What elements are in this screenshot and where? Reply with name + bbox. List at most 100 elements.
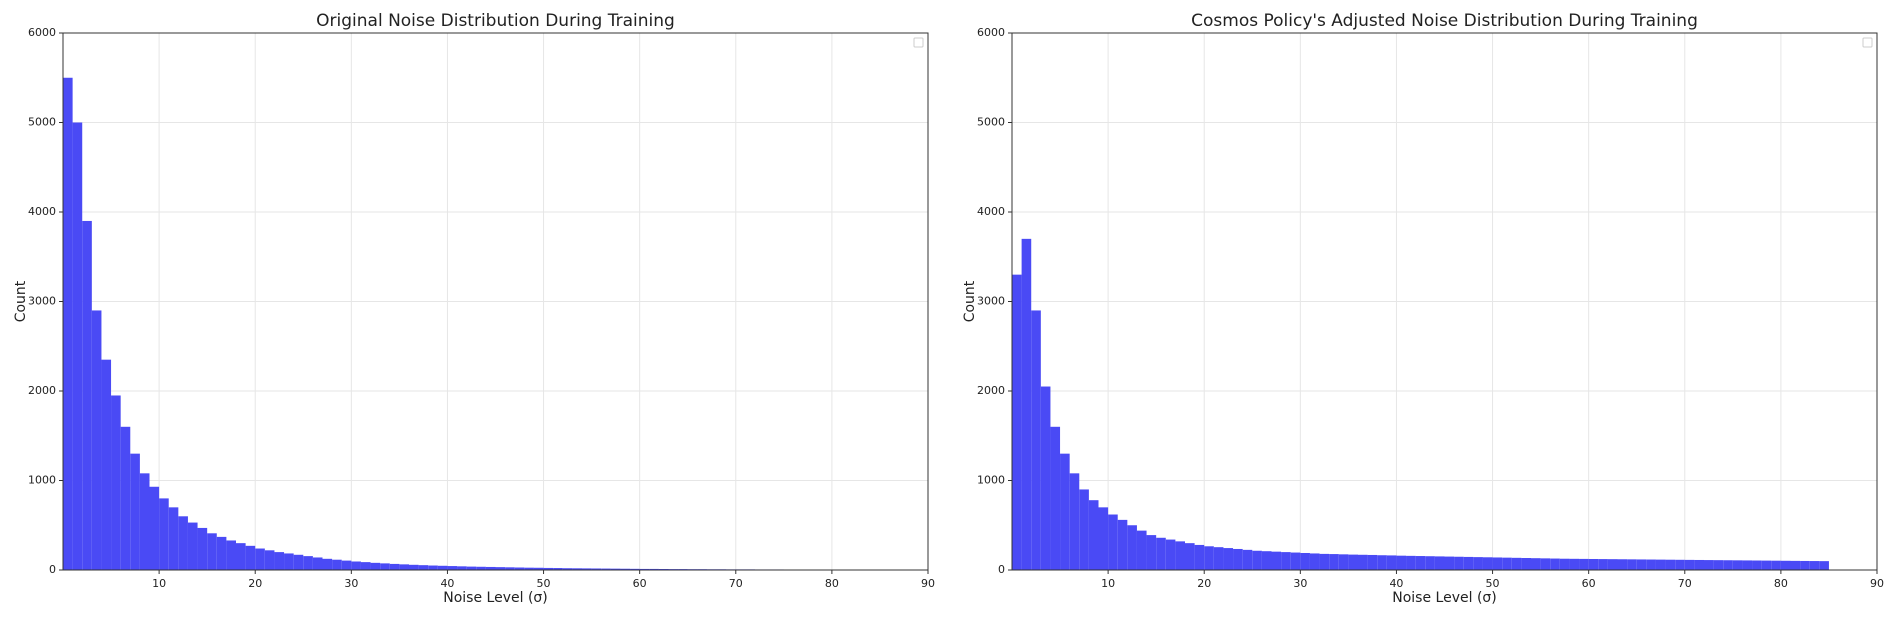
- x-tick-label: 40: [1389, 577, 1403, 590]
- legend-box: [1862, 37, 1873, 48]
- plot-frame: [1011, 32, 1878, 571]
- bar: [1242, 549, 1253, 570]
- bar: [1559, 558, 1570, 570]
- bar: [1800, 560, 1810, 570]
- bar: [1482, 557, 1493, 570]
- bar: [1684, 559, 1695, 570]
- y-tick-label: 5000: [28, 116, 56, 129]
- x-tick-label: 90: [921, 577, 935, 590]
- x-tick-label: 80: [1774, 577, 1788, 590]
- x-tick-label: 70: [1678, 577, 1692, 590]
- bar: [591, 568, 602, 570]
- x-axis-label: Noise Level (σ): [443, 590, 548, 606]
- bar: [505, 567, 515, 570]
- bar: [1579, 558, 1589, 570]
- bar: [1127, 525, 1137, 570]
- bar: [1444, 556, 1455, 570]
- x-tick-label: 40: [440, 577, 454, 590]
- legend-box: [913, 37, 924, 48]
- bar: [380, 563, 390, 570]
- bar: [197, 527, 208, 570]
- bar: [1088, 500, 1099, 570]
- bar: [72, 122, 83, 570]
- bar: [1406, 555, 1416, 570]
- bar: [293, 554, 304, 570]
- x-tick-label: 60: [633, 577, 647, 590]
- bar: [601, 568, 611, 570]
- bar: [236, 543, 246, 570]
- bar: [524, 567, 534, 570]
- bar: [543, 567, 554, 570]
- bar: [457, 566, 467, 570]
- bar: [1204, 546, 1214, 570]
- y-tick-label: 6000: [977, 26, 1005, 39]
- chart-title: Original Noise Distribution During Train…: [316, 11, 675, 31]
- bar: [1261, 551, 1272, 570]
- x-tick-label: 80: [825, 577, 839, 590]
- x-axis-label: Noise Level (σ): [1392, 590, 1497, 606]
- bar: [1223, 548, 1234, 570]
- bar: [341, 560, 352, 570]
- bar: [149, 486, 160, 570]
- bar: [1079, 489, 1089, 570]
- bar: [1434, 556, 1445, 570]
- bar: [1069, 473, 1080, 570]
- x-tick-label: 50: [1486, 577, 1500, 590]
- bar: [389, 563, 400, 570]
- bar: [1050, 426, 1061, 570]
- bar: [447, 566, 458, 570]
- bar: [159, 498, 169, 570]
- x-tick-label: 30: [1293, 577, 1307, 590]
- bar: [1694, 559, 1704, 570]
- bar: [1358, 554, 1368, 570]
- bar: [284, 553, 294, 570]
- bar: [428, 565, 438, 570]
- bar: [1473, 557, 1483, 570]
- y-tick-label: 6000: [28, 26, 56, 39]
- bar: [1531, 558, 1541, 570]
- y-tick-label: 0: [998, 563, 1005, 576]
- bar: [1617, 559, 1628, 570]
- bar: [1415, 556, 1426, 570]
- bar: [1348, 554, 1358, 570]
- bar: [1165, 539, 1176, 570]
- bar: [1704, 560, 1714, 570]
- bar: [111, 395, 121, 570]
- bar: [1742, 560, 1753, 570]
- bar: [120, 426, 131, 570]
- bar: [639, 568, 650, 570]
- y-tick-label: 1000: [977, 474, 1005, 487]
- bar: [178, 516, 188, 570]
- bar: [1425, 556, 1435, 570]
- x-tick-label: 70: [729, 577, 743, 590]
- bar: [1809, 561, 1820, 570]
- y-tick-label: 2000: [28, 384, 56, 397]
- bar: [485, 566, 496, 570]
- bar: [1723, 560, 1733, 570]
- bar: [1329, 554, 1339, 570]
- bar: [1761, 560, 1772, 570]
- bar: [533, 567, 544, 570]
- bar: [1156, 537, 1166, 570]
- y-tick-label: 0: [49, 563, 56, 576]
- bar: [1098, 507, 1109, 570]
- bar: [1550, 558, 1560, 570]
- x-tick-label: 60: [1582, 577, 1596, 590]
- bar: [1108, 514, 1118, 570]
- bar: [1675, 559, 1685, 570]
- x-tick-label: 30: [344, 577, 358, 590]
- bar: [1502, 557, 1512, 570]
- x-tick-label: 10: [152, 577, 166, 590]
- bar: [1031, 310, 1041, 570]
- bar: [1012, 274, 1022, 570]
- bar: [226, 540, 236, 570]
- y-tick-label: 1000: [28, 474, 56, 487]
- bar: [1607, 559, 1618, 570]
- bar: [1290, 552, 1301, 570]
- bar: [1377, 555, 1387, 570]
- y-axis-label: Count: [13, 280, 29, 322]
- bar: [1655, 559, 1666, 570]
- bar: [1213, 547, 1224, 570]
- bar: [1271, 551, 1282, 570]
- x-tick-label: 20: [248, 577, 262, 590]
